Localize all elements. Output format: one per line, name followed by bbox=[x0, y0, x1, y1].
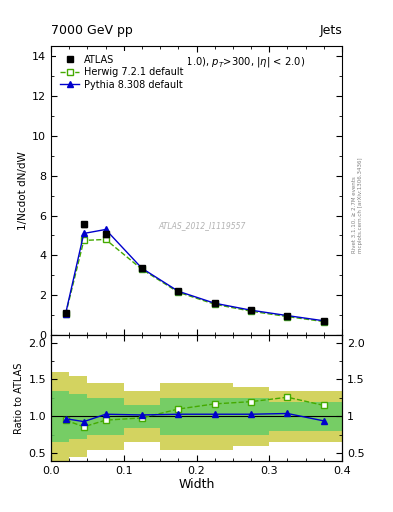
Y-axis label: Ratio to ATLAS: Ratio to ATLAS bbox=[14, 362, 24, 434]
Herwig 7.2.1 default bbox=[63, 311, 68, 317]
Legend: ATLAS, Herwig 7.2.1 default, Pythia 8.308 default: ATLAS, Herwig 7.2.1 default, Pythia 8.30… bbox=[56, 51, 187, 94]
Pythia 8.308 default bbox=[103, 226, 108, 232]
Pythia 8.308 default bbox=[140, 265, 144, 271]
Herwig 7.2.1 default bbox=[103, 237, 108, 243]
X-axis label: Width: Width bbox=[178, 478, 215, 492]
Pythia 8.308 default bbox=[285, 312, 290, 318]
Herwig 7.2.1 default bbox=[285, 313, 290, 319]
Herwig 7.2.1 default bbox=[81, 238, 86, 244]
Pythia 8.308 default bbox=[249, 307, 253, 313]
Line: Herwig 7.2.1 default: Herwig 7.2.1 default bbox=[63, 237, 327, 324]
Pythia 8.308 default bbox=[81, 230, 86, 237]
Herwig 7.2.1 default bbox=[212, 301, 217, 307]
Pythia 8.308 default bbox=[321, 318, 326, 324]
Line: Pythia 8.308 default: Pythia 8.308 default bbox=[63, 227, 327, 324]
Text: ATLAS_2012_I1119557: ATLAS_2012_I1119557 bbox=[159, 221, 246, 230]
Pythia 8.308 default bbox=[176, 288, 181, 294]
Text: Jets: Jets bbox=[319, 24, 342, 37]
Herwig 7.2.1 default bbox=[249, 308, 253, 314]
Pythia 8.308 default bbox=[212, 300, 217, 306]
Y-axis label: 1/Ncdot dN/dW: 1/Ncdot dN/dW bbox=[18, 151, 28, 230]
Herwig 7.2.1 default bbox=[321, 318, 326, 325]
Text: Width $\lambda\_1^1$ (anti-$k_T$(1.0), $p_T$>300, |$\eta$| < 2.0): Width $\lambda\_1^1$ (anti-$k_T$(1.0), $… bbox=[87, 55, 306, 71]
Text: Rivet 3.1.10, ≥ 2.7M events
mcplots.cern.ch [arXiv:1306.3436]: Rivet 3.1.10, ≥ 2.7M events mcplots.cern… bbox=[352, 157, 362, 252]
Text: 7000 GeV pp: 7000 GeV pp bbox=[51, 24, 133, 37]
Pythia 8.308 default bbox=[63, 310, 68, 316]
Herwig 7.2.1 default bbox=[176, 289, 181, 295]
Herwig 7.2.1 default bbox=[140, 266, 144, 272]
